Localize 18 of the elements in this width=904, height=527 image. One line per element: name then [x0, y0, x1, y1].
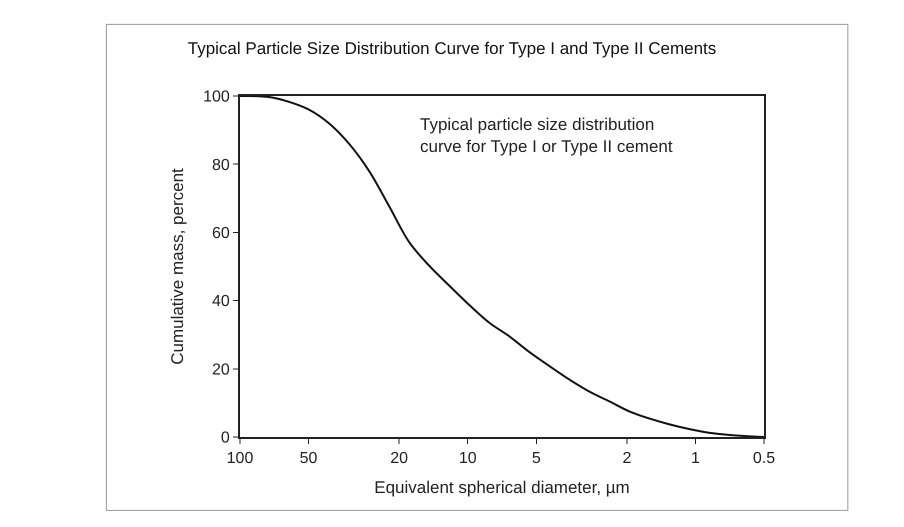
x-axis-title: Equivalent spherical diameter, µm — [374, 478, 630, 498]
x-tick-label: 0.5 — [752, 450, 776, 468]
x-tick-label: 1 — [690, 450, 700, 468]
y-tick-label: 0 — [220, 430, 230, 447]
y-tick-label: 40 — [212, 293, 230, 310]
annotation: Typical particle size distribution curve for Type I or Type II cement — [420, 115, 673, 156]
y-tick-label: 100 — [203, 88, 230, 106]
y-tick-label: 60 — [212, 225, 230, 242]
x-tick-label: 10 — [458, 450, 477, 468]
y-tick-label: 20 — [212, 361, 230, 378]
x-tick-label: 20 — [390, 450, 408, 468]
x-tick-label: 2 — [622, 450, 632, 468]
x-tick-label: 50 — [300, 450, 318, 468]
y-axis-title: Cumulative mass, percent — [168, 168, 188, 365]
chart-title: Typical Particle Size Distribution Curve for Type I and Type II Cements — [188, 39, 716, 58]
x-tick-label: 100 — [226, 450, 254, 468]
x-tick-label: 5 — [532, 450, 541, 468]
y-tick-label: 80 — [212, 156, 230, 174]
